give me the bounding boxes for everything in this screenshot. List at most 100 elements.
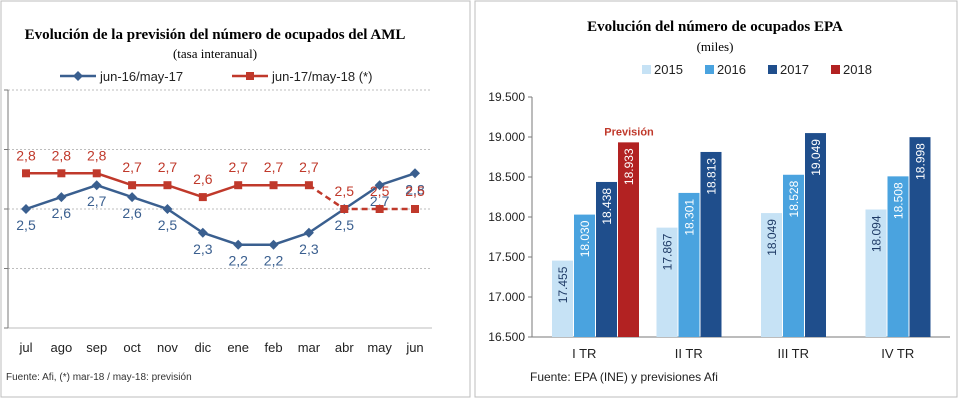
bar-value-label: 19.049 [809,139,823,176]
data-label: 2,3 [193,241,213,257]
x-tick-labels: jul ago sep oct nov dic ene feb mar abr may jun [18,340,423,355]
data-label: 2,6 [122,205,142,221]
bars-group: 17.455 18.030 18.438 18.933 Previsión 17.867 1… [552,126,931,337]
chart-border [0,0,471,398]
bar [700,151,722,337]
bar-value-label: 17.867 [661,233,675,270]
data-label: 2,5 [158,217,178,233]
epa-employment-chart-panel: Evolución del número de ocupados EPA (mi… [472,0,960,400]
legend-label: jun-17/may-18 (*) [271,69,372,84]
data-point [340,205,349,213]
y-tick-label: 19.500 [488,90,525,104]
chart-subtitle: (tasa interanual) [173,46,257,61]
data-label: 2,3 [299,241,319,257]
data-point [128,181,137,190]
x-tick-label: III TR [777,346,809,361]
legend-label: 2015 [654,62,683,77]
y-tick-label: 18.000 [488,210,525,224]
data-label: 2,2 [264,253,284,269]
x-tick-label: jun [405,340,423,355]
gridlines [4,89,432,329]
data-point [233,239,244,250]
data-point [375,205,384,213]
series-group: 2,52,62,72,62,52,32,2 2,22,32,52,72,82,8 2… [16,147,425,268]
data-label: 2,6 [52,205,72,221]
x-tick-label: abr [335,340,354,355]
y-tick-label: 16.500 [488,330,525,344]
data-label: 2,6 [193,171,213,187]
data-point [163,181,172,190]
legend-label: jun-16/may-17 [99,69,183,84]
data-point [127,192,138,203]
x-tick-label: mar [298,340,321,355]
bar [805,133,826,337]
data-point [234,181,243,190]
data-point [22,169,30,178]
y-tick-label: 19.000 [488,130,525,144]
data-label: 2,8 [405,181,425,197]
bar-value-label: 18.094 [870,215,884,252]
legend-label: 2016 [717,62,746,77]
bar [618,142,639,337]
data-label: 2,8 [87,147,107,163]
data-point [92,169,101,178]
legend-marker [246,72,254,80]
bar-value-label: 18.030 [578,220,592,257]
x-tick-label: jul [18,340,32,355]
data-label: 2,7 [122,159,142,175]
x-tick-label: dic [195,340,212,355]
data-point [198,193,207,202]
data-point [304,181,313,190]
x-tick-label: nov [157,340,178,355]
x-tick-labels: I TR II TR III TR IV TR [572,346,914,361]
data-label: 2,7 [158,159,178,175]
bar-value-label: 18.438 [600,188,614,225]
series-forecast-line [308,184,415,211]
data-point [56,192,67,203]
series-line [25,172,416,246]
data-label: 2,5 [405,183,425,199]
data-label: 2,8 [52,147,72,163]
forecast-annotation: Previsión [604,126,654,138]
legend-marker [73,71,83,81]
data-label: 2,7 [299,159,319,175]
epa-employment-chart: Evolución del número de ocupados EPA (mi… [474,0,958,398]
chart-source: Fuente: Afi, (*) mar-18 / may-18: previs… [6,372,192,383]
bar [552,260,573,337]
bar-value-label: 18.998 [914,143,928,180]
bar-value-label: 18.508 [892,182,906,219]
bar-value-label: 18.528 [787,180,801,217]
data-point [21,204,31,214]
chart-title: Evolución de la previsión del número de … [25,27,406,43]
y-tick-label: 17.500 [488,250,525,264]
legend-swatch [642,65,651,74]
bar [865,209,887,337]
data-point [374,180,385,191]
x-tick-label: ene [227,340,249,355]
data-label: 2,5 [335,183,355,199]
bar-value-label: 17.455 [556,266,570,303]
y-tick-label: 18.500 [488,170,525,184]
y-tick-label: 17.000 [488,290,525,304]
legend-swatch [768,65,777,74]
data-point [162,204,173,214]
x-tick-label: feb [265,340,283,355]
data-point [269,181,278,190]
data-point [197,227,208,238]
bar [887,176,909,337]
chart-title: Evolución del número de ocupados EPA [587,19,843,35]
data-point [57,169,66,178]
legend-label: 2018 [843,62,872,77]
bar [656,227,678,337]
x-tick-label: I TR [572,346,596,361]
bar [596,181,617,337]
bar [783,174,804,337]
chart-source: Fuente: EPA (INE) y previsiones Afi [530,370,718,384]
data-label: 2,5 [335,217,355,233]
aml-forecast-chart: Evolución de la previsión del número de … [0,0,471,398]
bar [678,192,700,337]
bar-value-label: 18.049 [765,219,779,256]
data-label: 2,8 [16,147,36,163]
legend-swatch [831,65,840,74]
legend: 2015 2016 2017 2018 [642,62,872,77]
